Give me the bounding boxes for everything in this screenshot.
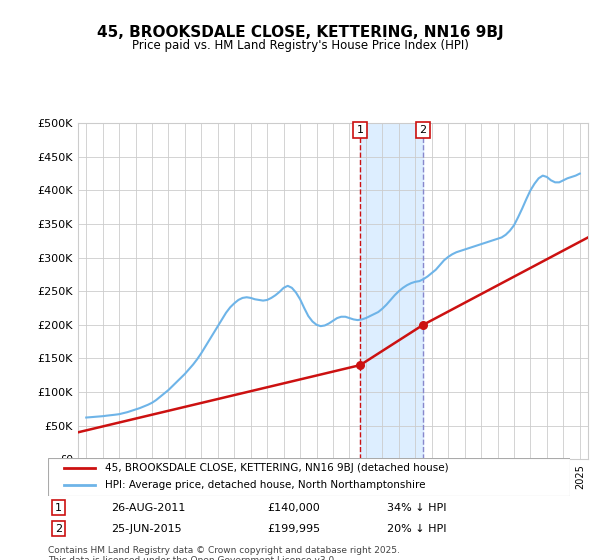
Text: 20% ↓ HPI: 20% ↓ HPI <box>388 524 447 534</box>
Text: Price paid vs. HM Land Registry's House Price Index (HPI): Price paid vs. HM Land Registry's House … <box>131 39 469 52</box>
Text: 25-JUN-2015: 25-JUN-2015 <box>110 524 181 534</box>
Text: 34% ↓ HPI: 34% ↓ HPI <box>388 503 447 512</box>
Text: HPI: Average price, detached house, North Northamptonshire: HPI: Average price, detached house, Nort… <box>106 480 426 490</box>
Text: £140,000: £140,000 <box>267 503 320 512</box>
Text: 26-AUG-2011: 26-AUG-2011 <box>110 503 185 512</box>
Point <box>355 361 365 370</box>
Text: 45, BROOKSDALE CLOSE, KETTERING, NN16 9BJ (detached house): 45, BROOKSDALE CLOSE, KETTERING, NN16 9B… <box>106 463 449 473</box>
FancyBboxPatch shape <box>48 458 570 496</box>
Text: 2: 2 <box>55 524 62 534</box>
Bar <box>360 123 423 459</box>
Text: £199,995: £199,995 <box>267 524 320 534</box>
Text: 2: 2 <box>419 125 427 135</box>
Text: Contains HM Land Registry data © Crown copyright and database right 2025.
This d: Contains HM Land Registry data © Crown c… <box>48 546 400 560</box>
Text: 1: 1 <box>55 503 62 512</box>
Point <box>418 320 428 329</box>
Text: 1: 1 <box>356 125 364 135</box>
Text: 45, BROOKSDALE CLOSE, KETTERING, NN16 9BJ: 45, BROOKSDALE CLOSE, KETTERING, NN16 9B… <box>97 25 503 40</box>
